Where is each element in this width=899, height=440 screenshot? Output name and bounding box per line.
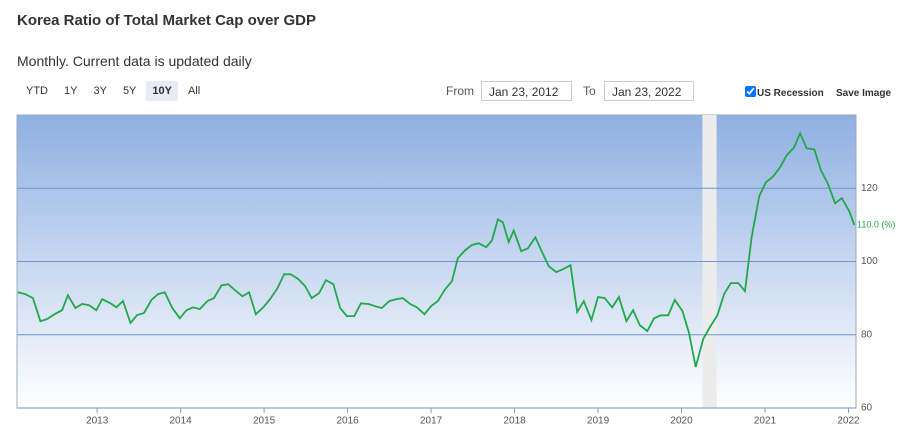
range-button[interactable]: YTD — [26, 85, 48, 97]
y-tick-label: 80 — [861, 329, 873, 340]
y-tick-label: 60 — [861, 403, 873, 414]
range-button[interactable]: All — [187, 85, 201, 97]
to-label: To — [583, 84, 596, 98]
x-tick-label: 2020 — [670, 416, 693, 427]
data-line — [17, 131, 856, 368]
x-tick-label: 2018 — [503, 416, 526, 427]
x-tick-label: 2019 — [587, 416, 610, 427]
range-button[interactable]: 3Y — [93, 85, 107, 97]
x-tick-label: 2021 — [754, 416, 777, 427]
range-buttons: YTD 1Y 3Y 5Y 10Y All — [20, 81, 206, 101]
range-button[interactable]: 5Y — [122, 85, 137, 97]
range-button[interactable]: 10Y — [146, 81, 178, 101]
from-input[interactable]: Jan 23, 2012 — [481, 81, 572, 101]
x-tick-label: 2016 — [336, 416, 359, 427]
x-tick-label: 2013 — [86, 416, 109, 427]
to-input[interactable]: Jan 23, 2022 — [604, 81, 694, 101]
last-value-label: 110.0 (%) — [857, 219, 895, 229]
x-tick-label: 2017 — [420, 416, 443, 427]
chart-subtitle: Monthly. Current data is updated daily — [17, 53, 252, 69]
y-tick-label: 100 — [861, 256, 878, 267]
x-tick-label: 2014 — [170, 416, 193, 427]
range-button[interactable]: 1Y — [64, 85, 78, 97]
recession-checkbox[interactable] — [745, 86, 756, 97]
chart-title: Korea Ratio of Total Market Cap over GDP — [17, 12, 316, 29]
y-tick-label: 120 — [861, 183, 878, 194]
from-label: From — [446, 84, 474, 98]
recession-label: US Recession — [757, 88, 824, 99]
x-tick-label: 2015 — [253, 416, 276, 427]
save-image[interactable]: Save Image — [836, 88, 892, 99]
x-tick-label: 2022 — [837, 416, 860, 427]
